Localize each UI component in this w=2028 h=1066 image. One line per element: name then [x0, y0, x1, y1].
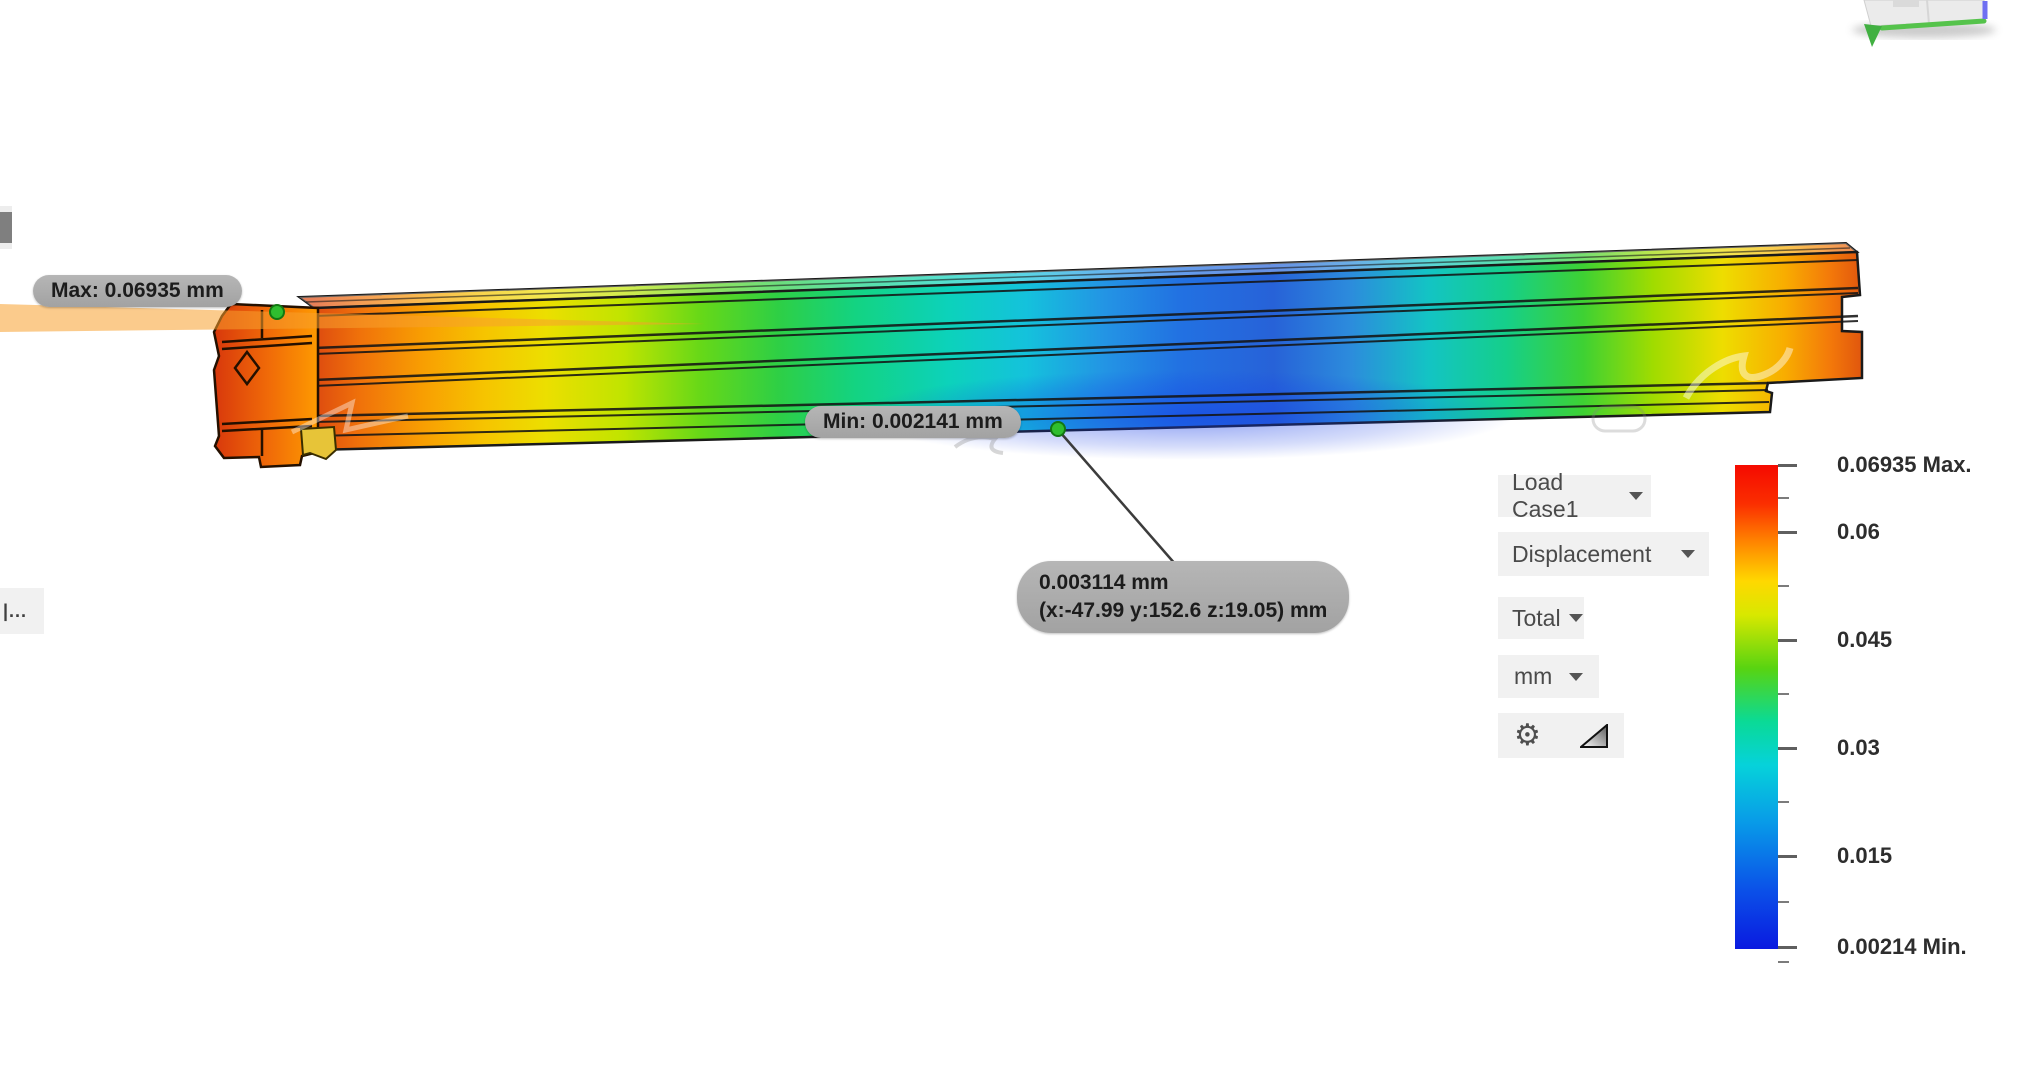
beam-top-groove	[305, 247, 1851, 303]
colorbar-tick	[1778, 497, 1789, 499]
result-type-label: Displacement	[1512, 540, 1652, 567]
chevron-down-icon	[1569, 672, 1583, 681]
beam-grooves	[313, 259, 1859, 437]
load-case-dropdown[interactable]: Load Case1	[1498, 469, 1651, 522]
colorbar-min-label: 0.00214 Min.	[1837, 934, 1967, 959]
viewcube-notch	[1893, 0, 1919, 7]
colorbar-tick	[1778, 585, 1789, 587]
colorbar-label: 0.06	[1837, 519, 1880, 544]
colorbar-tick	[1778, 946, 1797, 949]
result-type-dropdown[interactable]: Displacement	[1498, 532, 1709, 576]
component-dropdown[interactable]: Total	[1498, 597, 1584, 639]
viewcube-edge	[1926, 0, 1930, 25]
beam-foot-tab	[299, 425, 338, 461]
chevron-down-icon	[1681, 550, 1695, 558]
colorbar-label: 0.045	[1837, 627, 1893, 652]
colorbar-tick	[1778, 464, 1797, 467]
colorbar-tick	[1778, 693, 1789, 695]
gradient-ramp-icon[interactable]	[1580, 723, 1608, 748]
colorbar-tick	[1778, 639, 1797, 642]
clipped-browser-label[interactable]: |...	[0, 588, 44, 634]
max-callout[interactable]: Max: 0.06935 mm	[33, 275, 242, 307]
probe-value: 0.003114 mm	[1039, 571, 1169, 594]
probe-leader-line	[1059, 431, 1177, 566]
probe-location: (x:-47.99 y:152.6 z:19.05) mm	[1039, 599, 1328, 622]
chevron-down-icon	[1568, 614, 1583, 622]
colorbar-label: 0.015	[1837, 843, 1893, 868]
colorbar-tick	[1778, 901, 1789, 903]
colorbar-tick	[1778, 531, 1797, 534]
component-label: Total	[1512, 604, 1561, 631]
viewcube-green-axis-edge	[1879, 18, 1987, 31]
colorbar-max-label: 0.06935 Max.	[1837, 452, 1972, 477]
probe-callout[interactable]: 0.003114 mm (x:-47.99 y:152.6 z:19.05) m…	[1017, 561, 1350, 633]
gear-icon[interactable]: ⚙	[1514, 717, 1541, 753]
panel-edge-handle-bottom	[0, 243, 12, 249]
legend-toolbar: ⚙	[1498, 713, 1624, 758]
colorbar-tick	[1778, 747, 1797, 750]
colorbar-tick	[1778, 855, 1797, 858]
load-case-label: Load Case1	[1512, 469, 1579, 522]
min-callout[interactable]: Min: 0.002141 mm	[805, 406, 1021, 438]
panel-edge-handle-grip	[0, 212, 12, 243]
load-arrow-glyph	[0, 304, 705, 332]
colorbar-tick	[1778, 961, 1789, 963]
min-point-marker[interactable]	[1050, 421, 1066, 437]
chevron-down-icon	[1629, 492, 1643, 500]
viewcube[interactable]	[1852, 0, 1996, 47]
colorbar	[1735, 465, 1778, 949]
max-point-marker[interactable]	[269, 304, 285, 320]
unit-dropdown[interactable]: mm	[1498, 655, 1599, 698]
panel-edge-handle-top	[0, 206, 12, 212]
unit-label: mm	[1514, 663, 1553, 689]
colorbar-tick	[1778, 801, 1789, 803]
panel-edge-handle[interactable]	[0, 206, 12, 249]
viewcube-y-axis-arrow	[1864, 24, 1882, 47]
ghost-watermarks	[290, 346, 1794, 455]
colorbar-label: 0.03	[1837, 735, 1880, 760]
beam-model[interactable]	[212, 241, 1864, 469]
